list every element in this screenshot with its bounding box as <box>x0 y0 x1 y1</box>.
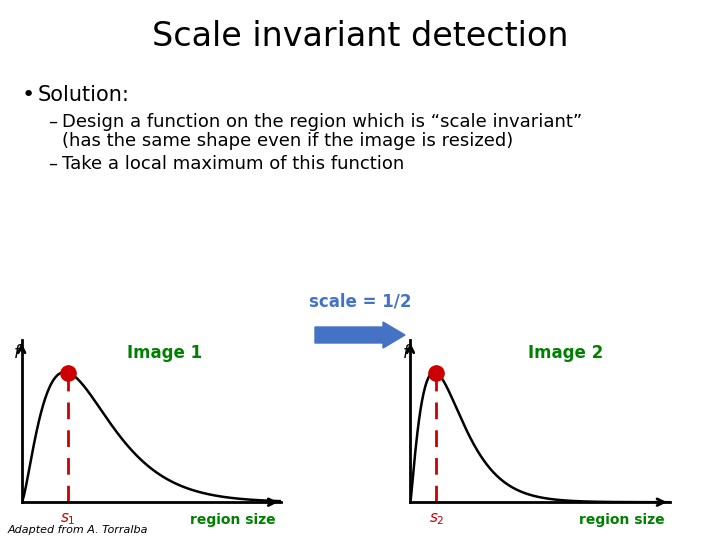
FancyArrow shape <box>315 322 405 348</box>
Text: –: – <box>48 113 57 131</box>
Text: (has the same shape even if the image is resized): (has the same shape even if the image is… <box>62 132 513 150</box>
Text: $s_1$: $s_1$ <box>60 511 76 527</box>
Text: $s_2$: $s_2$ <box>428 511 444 527</box>
Text: scale = 1/2: scale = 1/2 <box>309 292 411 310</box>
Text: Scale invariant detection: Scale invariant detection <box>152 20 568 53</box>
Text: Design a function on the region which is “scale invariant”: Design a function on the region which is… <box>62 113 582 131</box>
Text: region size: region size <box>190 512 276 526</box>
Text: f: f <box>14 344 19 362</box>
Text: Take a local maximum of this function: Take a local maximum of this function <box>62 155 404 173</box>
Text: Image 1: Image 1 <box>127 344 202 362</box>
Text: Image 2: Image 2 <box>528 344 603 362</box>
Text: Solution:: Solution: <box>38 85 130 105</box>
Text: f: f <box>402 344 408 362</box>
Text: region size: region size <box>579 512 665 526</box>
Text: •: • <box>22 85 35 105</box>
Text: –: – <box>48 155 57 173</box>
Text: Adapted from A. Torralba: Adapted from A. Torralba <box>8 525 148 535</box>
